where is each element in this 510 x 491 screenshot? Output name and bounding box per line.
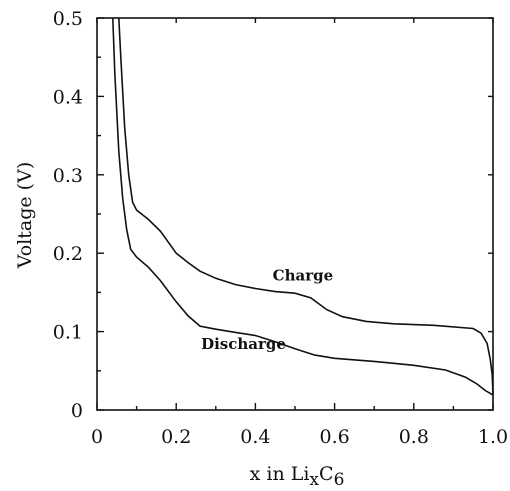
x-axis-title-mid: C xyxy=(319,463,334,485)
series-layer xyxy=(112,17,494,396)
y-tick-label: 0.2 xyxy=(53,243,83,265)
x-tick-label: 0 xyxy=(91,426,103,448)
y-tick-label: 0.1 xyxy=(53,322,83,344)
x-tick-label: 0.2 xyxy=(161,426,191,448)
x-tick-label: 1.0 xyxy=(478,426,508,448)
y-tick-label: 0 xyxy=(71,400,83,422)
x-axis-title-sub1: x xyxy=(309,470,319,490)
series-label-discharge: Discharge xyxy=(201,335,286,353)
x-axis-title-sub2: 6 xyxy=(334,470,345,490)
y-tick-label: 0.3 xyxy=(53,165,83,187)
y-tick-label: 0.5 xyxy=(53,8,83,30)
x-tick-label: 0.4 xyxy=(240,426,270,448)
plot-frame xyxy=(96,17,494,411)
x-tick-label: 0.6 xyxy=(319,426,349,448)
axes: 0 0.1 0.2 0.3 0.4 0.5 0 0.2 0.4 0.6 0.8 1.0 xyxy=(53,8,508,448)
annotations: Charge Discharge xyxy=(201,267,333,353)
series-line-discharge xyxy=(112,17,494,396)
x-tick-label: 0.8 xyxy=(399,426,429,448)
series-label-charge: Charge xyxy=(273,267,334,285)
y-axis-title: Voltage (V) xyxy=(14,162,36,269)
series-line-charge xyxy=(118,17,494,395)
x-axis-title-prefix: x in Li xyxy=(250,463,310,485)
x-axis-title: x in LixC6 xyxy=(250,463,345,490)
y-tick-label: 0.4 xyxy=(53,86,83,108)
